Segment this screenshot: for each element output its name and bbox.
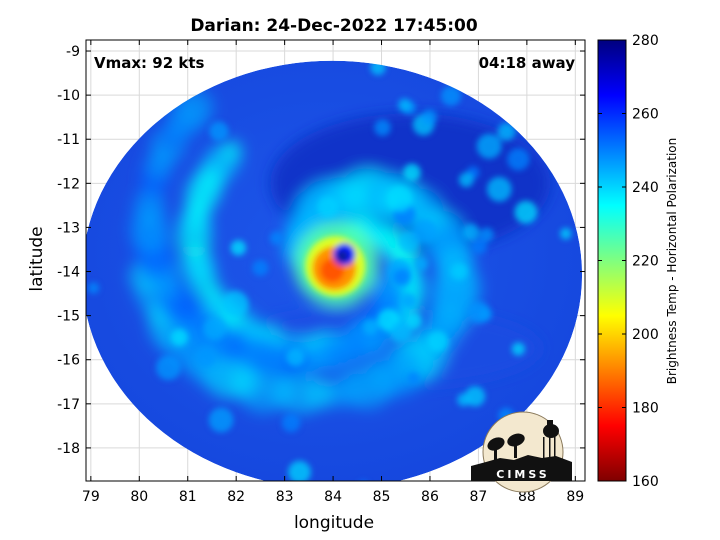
y-tick-label: -16 bbox=[57, 353, 80, 369]
convective-cell bbox=[451, 263, 468, 280]
x-axis: 79 80 81 82 83 84 85 86 87 88 89 bbox=[82, 40, 584, 505]
convective-cell bbox=[479, 227, 494, 243]
convective-cell bbox=[222, 291, 249, 317]
colorbar: 280 260 240 220 200 180 160 Brightness Temp - … bbox=[597, 33, 679, 490]
x-axis-label: longitude bbox=[294, 513, 374, 533]
x-tick-label: 81 bbox=[179, 489, 197, 505]
plot-frame bbox=[85, 39, 586, 482]
convective-cell bbox=[427, 331, 449, 352]
convective-cell bbox=[203, 317, 226, 340]
convective-cell bbox=[252, 259, 269, 276]
x-tick-label: 82 bbox=[227, 489, 245, 505]
convective-cell bbox=[405, 313, 422, 330]
x-tick-label: 89 bbox=[566, 489, 584, 505]
colorbar-tick-label: 180 bbox=[632, 401, 659, 417]
convective-cell bbox=[208, 407, 234, 433]
colorbar-ticks: 280 260 240 220 200 180 160 bbox=[598, 33, 659, 490]
plot-area: 79 80 81 82 83 84 85 86 87 88 89 -9 -10 -11 -12 -13 -14… bbox=[57, 39, 586, 505]
convective-cell bbox=[374, 119, 391, 136]
time-away-annotation: 04:18 away bbox=[479, 54, 576, 72]
rain-band-cell bbox=[219, 139, 243, 163]
convective-cell bbox=[497, 122, 516, 141]
convective-cell bbox=[230, 240, 247, 256]
y-axis-label: latitude bbox=[27, 226, 47, 291]
eye-center bbox=[336, 250, 349, 263]
x-tick-label: 83 bbox=[276, 489, 294, 505]
colorbar-tick-label: 160 bbox=[632, 474, 659, 490]
colorbar-tick-label: 260 bbox=[632, 107, 659, 123]
colorbar-tick-label: 220 bbox=[632, 254, 659, 270]
logo-text: CIMSS bbox=[496, 468, 549, 481]
convective-cell bbox=[269, 231, 283, 245]
convective-cell bbox=[407, 372, 420, 384]
convective-cell bbox=[477, 307, 493, 322]
y-tick-label: -18 bbox=[57, 441, 80, 457]
convective-cell bbox=[507, 148, 530, 171]
convective-cell bbox=[403, 163, 421, 182]
convective-cell bbox=[458, 172, 474, 188]
convective-cell bbox=[286, 348, 305, 367]
y-tick-label: -11 bbox=[57, 132, 80, 148]
colorbar-tick-label: 200 bbox=[632, 327, 659, 343]
microwave-swath bbox=[86, 60, 583, 481]
convective-cell bbox=[457, 393, 471, 407]
x-tick-label: 80 bbox=[130, 489, 148, 505]
convective-cell bbox=[440, 85, 461, 106]
convective-cell bbox=[390, 320, 412, 343]
cimss-logo: CIMSS bbox=[471, 411, 572, 493]
convective-cell bbox=[195, 347, 216, 368]
y-tick-label: -14 bbox=[57, 265, 80, 281]
y-tick-label: -9 bbox=[66, 44, 80, 60]
convective-cell bbox=[471, 238, 488, 254]
y-tick-label: -13 bbox=[57, 220, 80, 236]
convective-cell bbox=[511, 342, 526, 356]
eyewall-cold-core bbox=[320, 258, 345, 283]
convective-cell bbox=[209, 121, 229, 141]
convective-cell bbox=[393, 268, 411, 286]
chart-title: Darian: 24-Dec-2022 17:45:00 bbox=[190, 16, 478, 36]
convective-cell bbox=[317, 196, 339, 218]
x-tick-label: 85 bbox=[373, 489, 391, 505]
x-tick-label: 87 bbox=[470, 489, 488, 505]
x-tick-label: 79 bbox=[82, 489, 100, 505]
vmax-annotation: Vmax: 92 kts bbox=[94, 54, 204, 72]
y-tick-label: -10 bbox=[57, 88, 80, 104]
convective-cell bbox=[462, 223, 480, 241]
convective-cell bbox=[155, 355, 181, 381]
convective-cell bbox=[397, 98, 412, 112]
convective-cell bbox=[171, 329, 188, 346]
convective-cell bbox=[363, 319, 379, 335]
convective-cell bbox=[415, 257, 428, 271]
convective-cell bbox=[281, 413, 301, 433]
convective-cell bbox=[413, 219, 437, 244]
convective-cell bbox=[288, 460, 311, 481]
convective-cell bbox=[87, 282, 100, 294]
convective-cell bbox=[386, 185, 413, 212]
x-tick-label: 84 bbox=[324, 489, 342, 505]
colorbar-label: Brightness Temp - Horizontal Polarizatio… bbox=[665, 138, 679, 385]
convective-cell bbox=[514, 200, 538, 224]
colorbar-tick-label: 240 bbox=[632, 180, 659, 196]
x-tick-label: 86 bbox=[421, 489, 439, 505]
convective-cell bbox=[476, 133, 502, 159]
colorbar-tick-label: 280 bbox=[632, 33, 659, 49]
x-tick-label: 88 bbox=[518, 489, 536, 505]
y-tick-label: -12 bbox=[57, 176, 80, 192]
convective-cell bbox=[421, 109, 438, 126]
y-axis: -9 -10 -11 -12 -13 -14 -15 -16 -17 -18 bbox=[57, 44, 585, 457]
convective-cell bbox=[486, 176, 512, 202]
y-tick-label: -15 bbox=[57, 309, 80, 325]
convective-cell bbox=[357, 480, 370, 481]
y-tick-label: -17 bbox=[57, 397, 80, 413]
colorbar-scale bbox=[597, 39, 627, 482]
convective-cell bbox=[401, 293, 417, 309]
convective-cell bbox=[560, 227, 572, 240]
